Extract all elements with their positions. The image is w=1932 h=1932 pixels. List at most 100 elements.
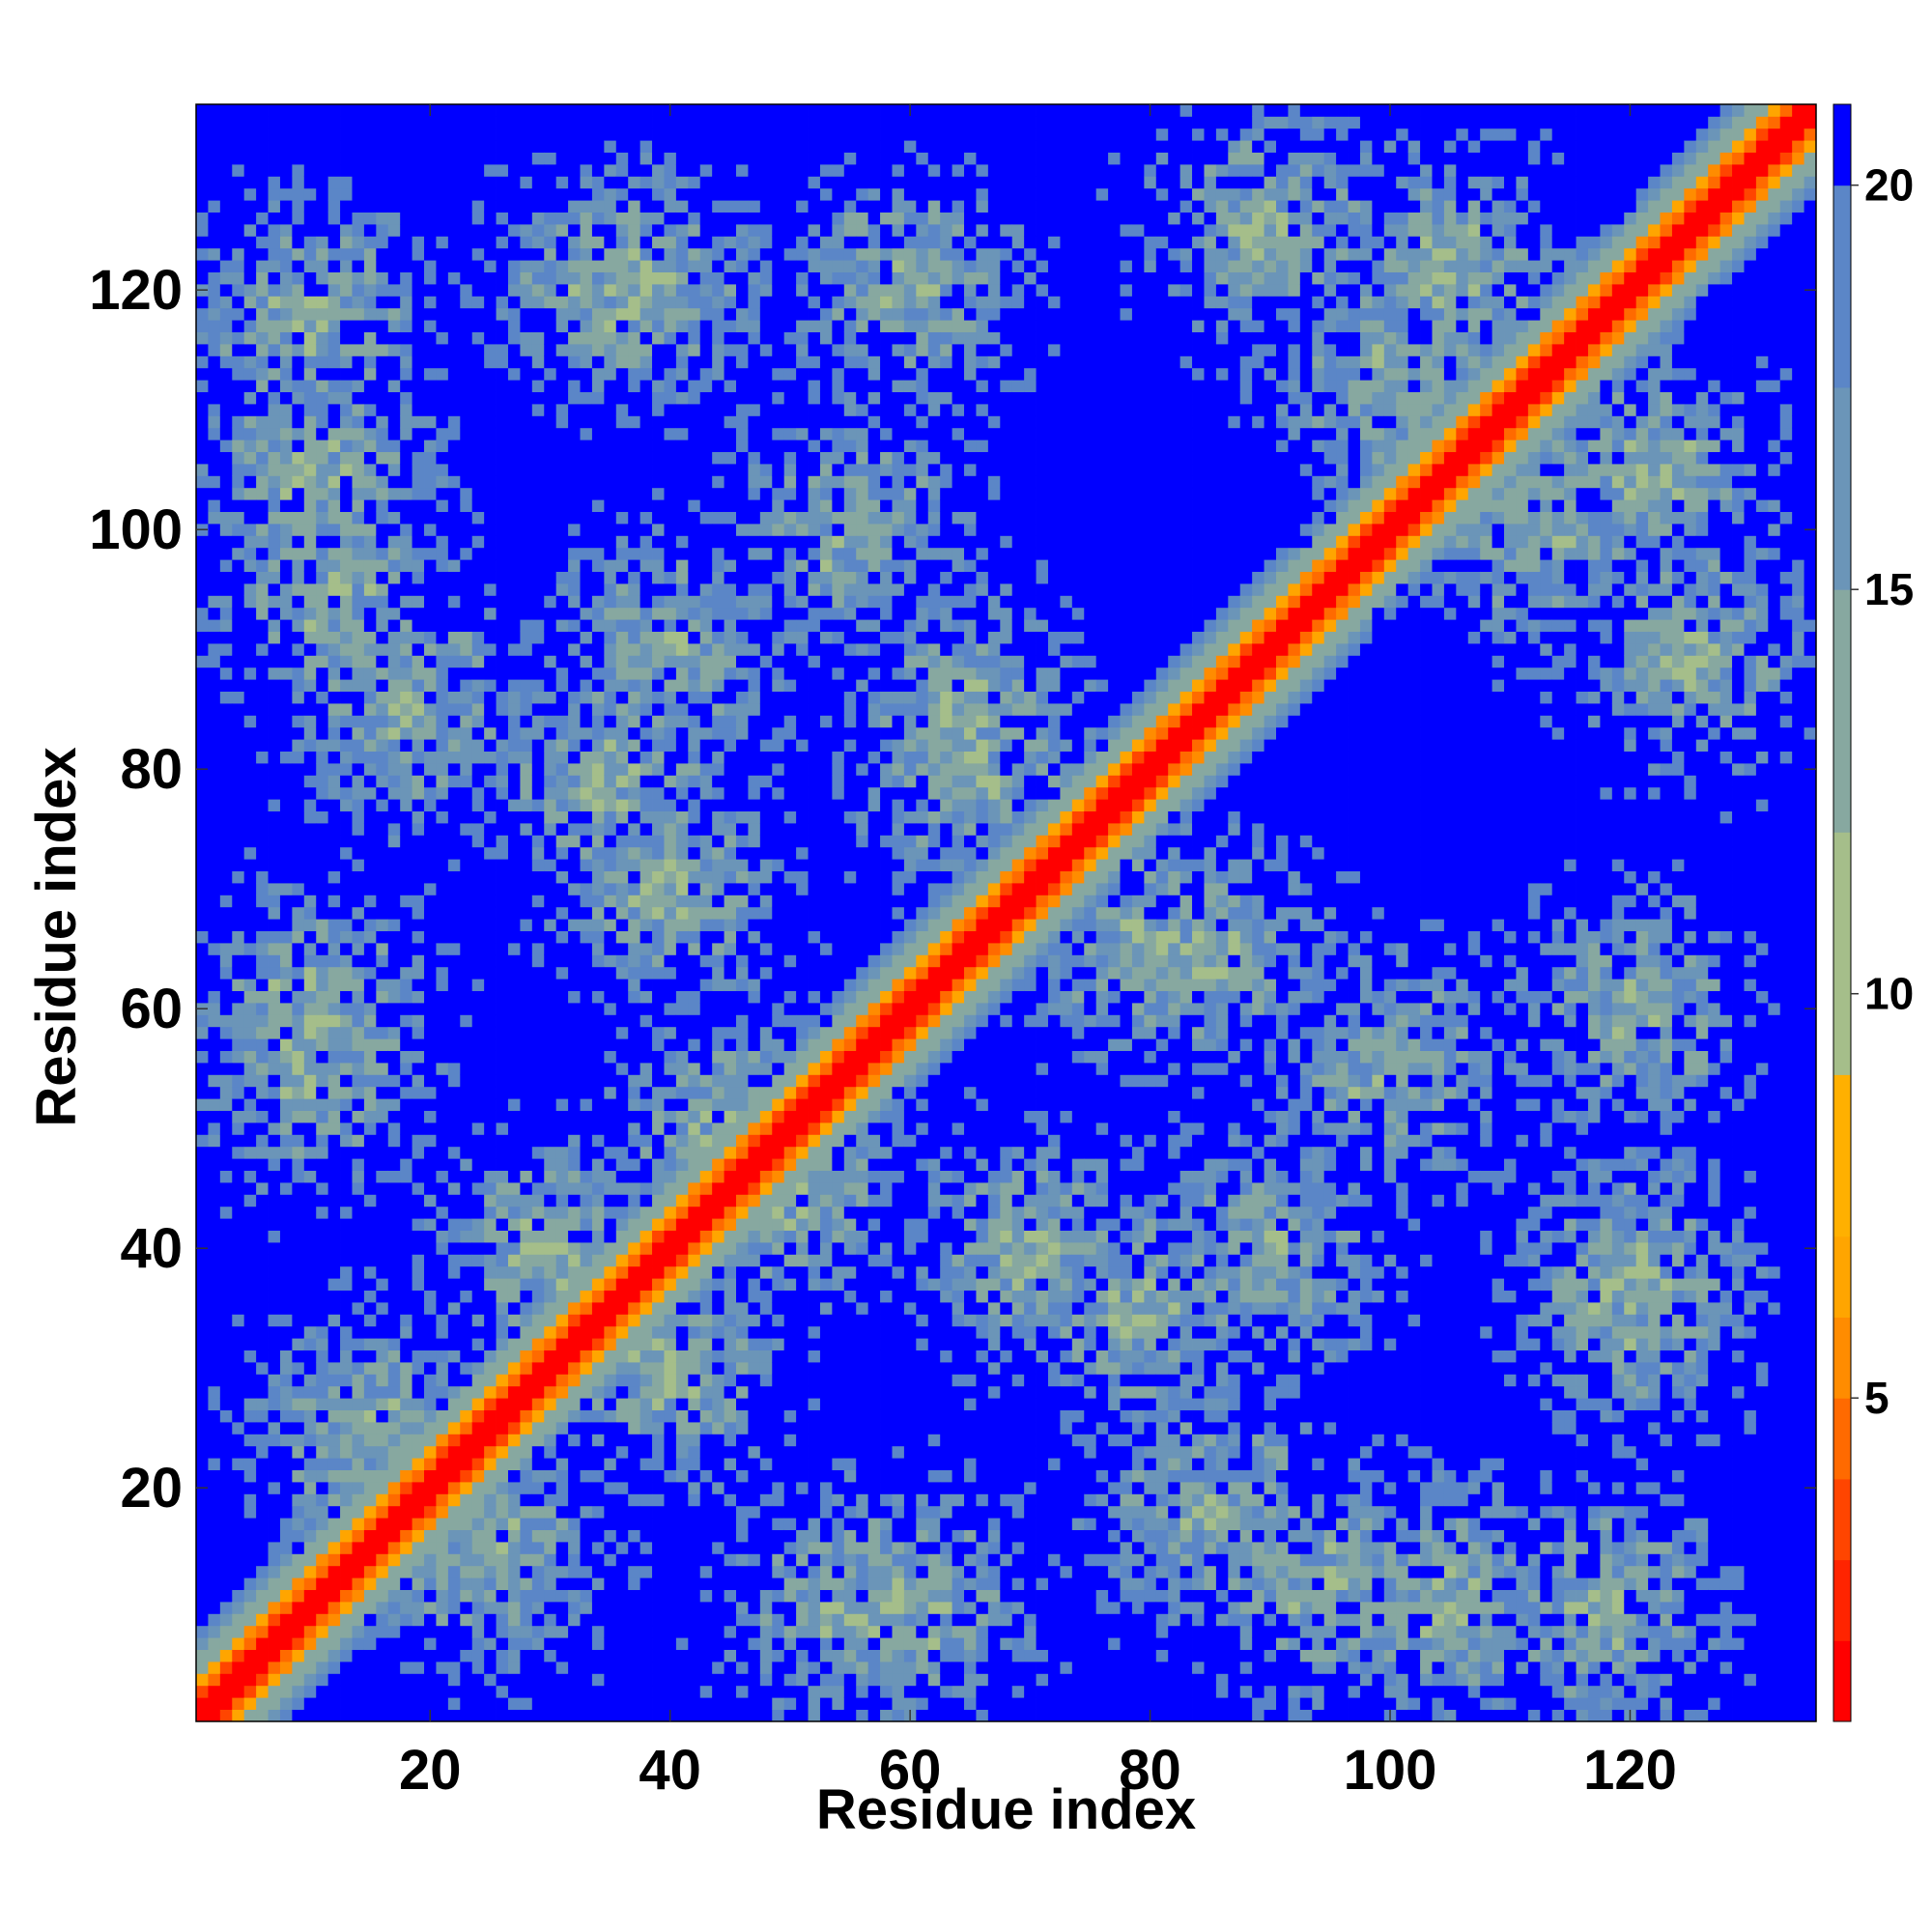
heatmap-cell — [615, 1697, 629, 1710]
heatmap-cell — [484, 943, 497, 955]
heatmap-cell — [268, 906, 281, 920]
heatmap-cell — [496, 1565, 509, 1578]
heatmap-cell — [268, 404, 281, 416]
heatmap-cell — [232, 846, 245, 860]
heatmap-cell — [208, 726, 221, 740]
heatmap-cell — [256, 1050, 269, 1064]
heatmap-cell — [604, 344, 617, 356]
heatmap-cell — [340, 1206, 353, 1219]
heatmap-cell — [412, 440, 425, 452]
heatmap-cell — [292, 739, 305, 752]
heatmap-cell — [352, 751, 365, 764]
heatmap-cell — [424, 1482, 437, 1494]
heatmap-cell — [400, 979, 412, 991]
heatmap-cell — [376, 859, 389, 871]
heatmap-cell — [604, 739, 617, 752]
heatmap-cell — [316, 1493, 329, 1507]
heatmap-cell — [484, 1338, 497, 1350]
heatmap-cell — [232, 247, 245, 261]
heatmap-cell — [340, 823, 353, 836]
heatmap-cell — [591, 1505, 605, 1519]
heatmap-cell — [555, 1242, 569, 1255]
heatmap-cell — [279, 1098, 293, 1111]
heatmap-cell — [496, 1493, 509, 1507]
heatmap-cell — [327, 1194, 341, 1208]
heatmap-cell — [591, 1050, 605, 1064]
heatmap-cell — [484, 440, 497, 452]
heatmap-cell — [256, 344, 269, 356]
heatmap-cell — [580, 1445, 593, 1459]
heatmap-cell — [268, 1325, 281, 1339]
heatmap-cell — [544, 810, 557, 824]
heatmap-cell — [412, 140, 425, 153]
heatmap-cell — [208, 1074, 221, 1088]
heatmap-cell — [496, 595, 509, 609]
heatmap-cell — [604, 1469, 617, 1483]
heatmap-cell — [327, 247, 341, 261]
heatmap-cell — [256, 1637, 269, 1650]
heatmap-cell — [520, 1469, 533, 1483]
heatmap-cell — [316, 1290, 329, 1303]
heatmap-cell — [615, 1206, 629, 1219]
heatmap-cell — [303, 1385, 317, 1399]
heatmap-cell — [447, 1014, 461, 1028]
heatmap-cell — [580, 1074, 593, 1088]
heatmap-cell — [232, 919, 245, 931]
heatmap-cell — [580, 883, 593, 895]
heatmap-cell — [447, 344, 461, 356]
heatmap-cell — [387, 104, 401, 117]
heatmap-cell — [544, 284, 557, 297]
heatmap-cell — [424, 1038, 437, 1051]
heatmap-cell — [568, 487, 581, 500]
heatmap-cell — [327, 116, 341, 129]
heatmap-cell — [316, 1409, 329, 1423]
heatmap-cell — [279, 1662, 293, 1674]
heatmap-cell — [615, 906, 629, 920]
heatmap-cell — [628, 966, 641, 980]
heatmap-cell — [363, 128, 377, 141]
heatmap-cell — [292, 1374, 305, 1387]
heatmap-cell — [292, 1134, 305, 1148]
heatmap-cell — [316, 966, 329, 980]
heatmap-cell — [615, 1218, 629, 1231]
heatmap-cell — [340, 380, 353, 392]
heatmap-cell — [604, 1362, 617, 1375]
heatmap-cell — [544, 1350, 557, 1363]
heatmap-cell — [232, 1038, 245, 1051]
heatmap-cell — [196, 247, 209, 261]
heatmap-cell — [400, 404, 412, 416]
heatmap-cell — [496, 104, 509, 117]
heatmap-cell — [243, 846, 257, 860]
heatmap-cell — [555, 1134, 569, 1148]
heatmap-cell — [340, 1458, 353, 1470]
heatmap-cell — [376, 284, 389, 297]
heatmap-cell — [604, 164, 617, 177]
heatmap-cell — [279, 475, 293, 489]
heatmap-cell — [507, 475, 521, 489]
heatmap-cell — [363, 1278, 377, 1291]
heatmap-cell — [604, 1685, 617, 1698]
heatmap-cell — [628, 1026, 641, 1039]
heatmap-cell — [447, 1469, 461, 1483]
heatmap-cell — [471, 1398, 485, 1410]
heatmap-cell — [484, 212, 497, 225]
heatmap-cell — [256, 1074, 269, 1088]
heatmap-cell — [256, 1063, 269, 1075]
heatmap-cell — [424, 1625, 437, 1638]
heatmap-cell — [412, 1146, 425, 1159]
heatmap-cell — [447, 1026, 461, 1039]
heatmap-cell — [436, 583, 449, 596]
heatmap-cell — [376, 1074, 389, 1088]
heatmap-cell — [436, 1026, 449, 1039]
heatmap-cell — [292, 643, 305, 656]
heatmap-cell — [340, 415, 353, 429]
heatmap-cell — [496, 930, 509, 944]
heatmap-cell — [460, 404, 473, 416]
heatmap-cell — [340, 1529, 353, 1543]
heatmap-cell — [303, 1602, 317, 1614]
heatmap-cell — [363, 906, 377, 920]
heatmap-cell — [340, 1649, 353, 1662]
heatmap-cell — [196, 1649, 209, 1662]
heatmap-cell — [484, 307, 497, 321]
heatmap-cell — [531, 1325, 545, 1339]
